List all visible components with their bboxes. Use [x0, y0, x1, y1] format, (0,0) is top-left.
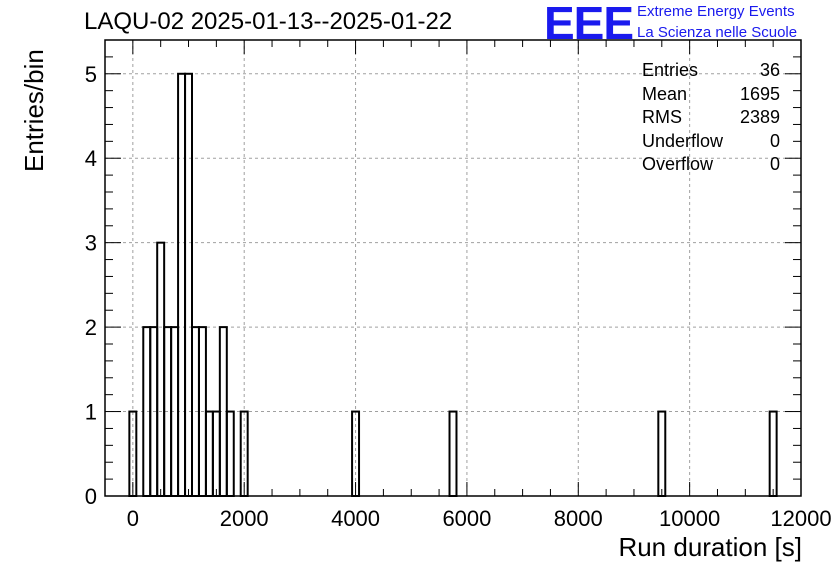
stat-mean: Mean 1695: [642, 83, 780, 104]
x-tick-label: 0: [127, 506, 139, 531]
histogram-bin-11: [211, 410, 221, 497]
x-tick-label: 2000: [220, 506, 269, 531]
histogram-bin-7: [184, 72, 193, 498]
plot-frame: [104, 39, 802, 497]
histogram-bin-10: [204, 410, 214, 497]
logo-line-1: Extreme Energy Events: [637, 3, 795, 20]
stat-entries: Entries 36: [642, 60, 780, 80]
chart-title: LAQU-02 2025-01-13--2025-01-22: [84, 8, 453, 35]
stats-box: Entries 36 Mean 1695 RMS 2389 Underflow 0 Ov…: [642, 59, 780, 177]
y-tick-label: 0: [85, 484, 97, 509]
x-tick-label: 6000: [442, 506, 491, 531]
y-tick-label: 5: [85, 62, 97, 87]
x-axis-label: Run duration [s]: [618, 532, 802, 562]
x-tick-label: 8000: [554, 506, 603, 531]
histogram-bin-6: [177, 72, 187, 498]
logo-line-2: La Scienza nelle Scuole: [637, 24, 798, 41]
y-tick-label: 3: [85, 231, 97, 256]
histogram-bin-16: [448, 410, 458, 497]
histogram-bin-13: [225, 410, 235, 497]
eee-logo: EEE: [544, 0, 634, 49]
y-tick-label: 1: [85, 400, 97, 425]
histogram-bin-18: [768, 410, 778, 497]
stat-underflow: Underflow 0: [642, 130, 780, 151]
x-tick-label: 4000: [331, 506, 380, 531]
stat-overflow: Overflow 0: [642, 154, 780, 174]
x-tick-label: 10000: [659, 506, 720, 531]
histogram-bin-17: [657, 410, 667, 497]
stat-rms: RMS 2389: [642, 107, 780, 127]
y-tick-label: 4: [85, 146, 97, 171]
y-tick-label: 2: [85, 315, 97, 340]
histogram-bin-3: [156, 241, 166, 497]
x-tick-label: 12000: [770, 506, 831, 531]
